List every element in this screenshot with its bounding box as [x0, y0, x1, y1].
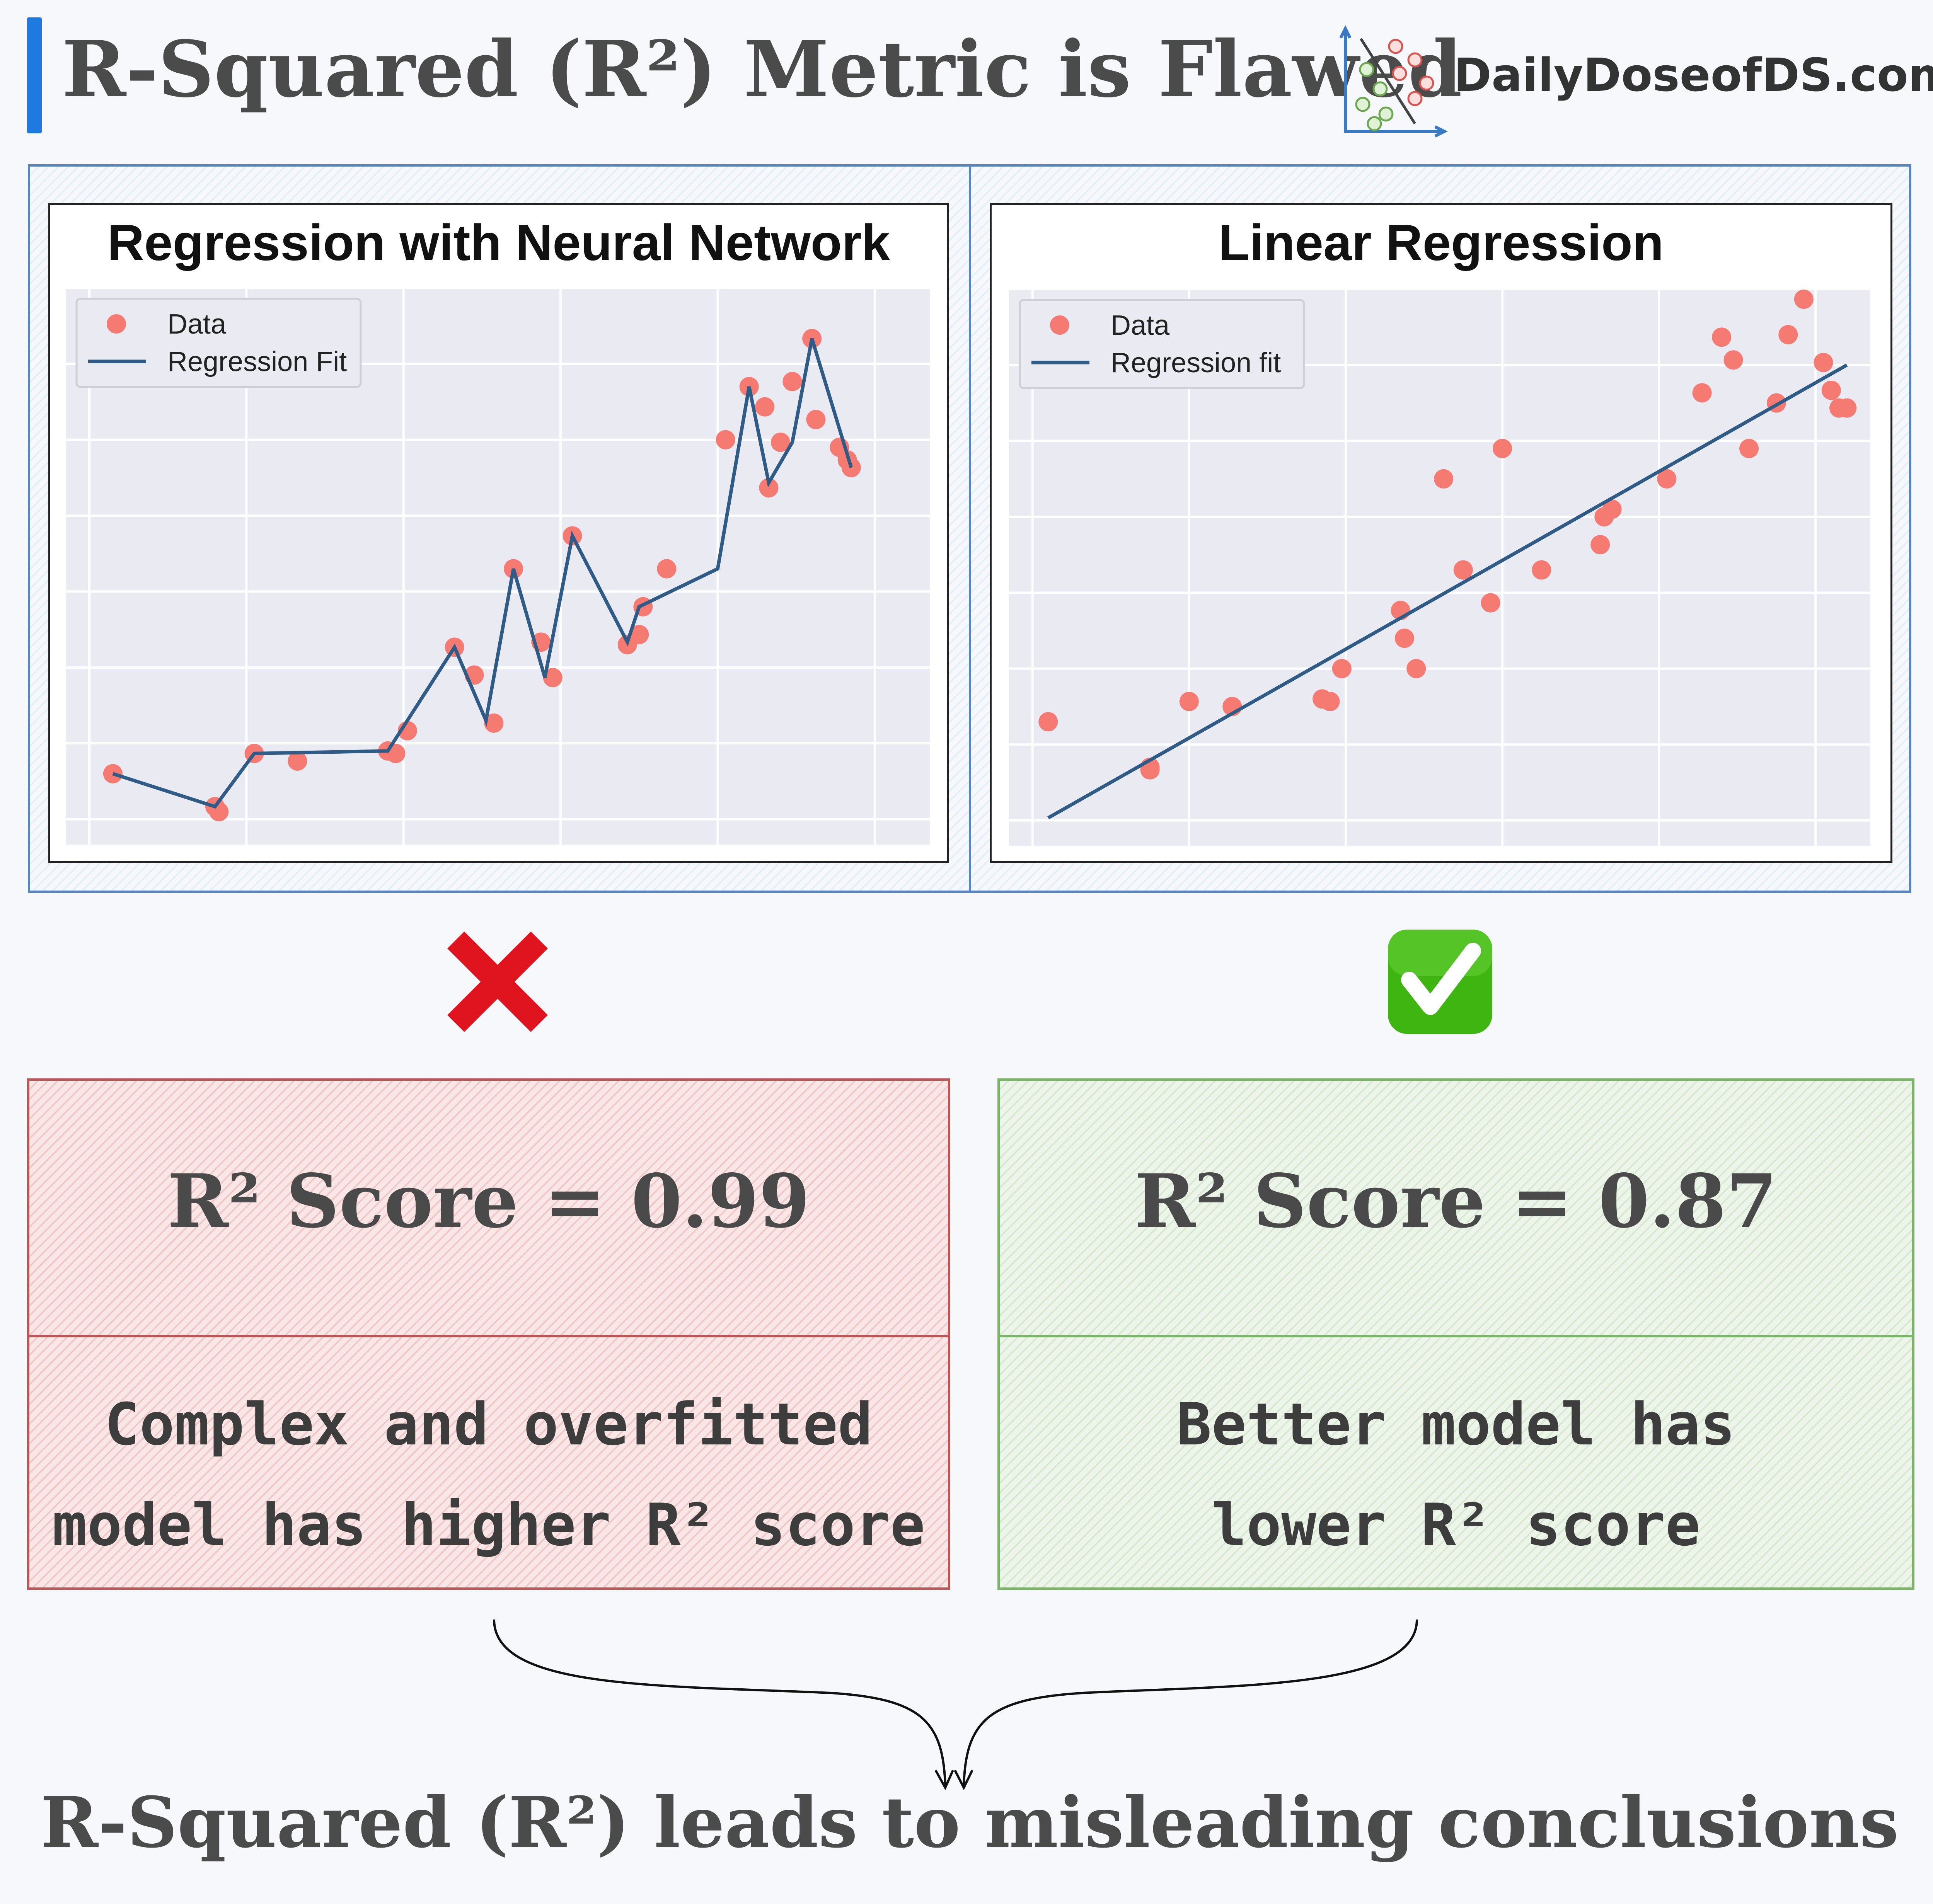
- legend-label-data: Data: [1111, 310, 1170, 341]
- data-point: [1657, 469, 1677, 489]
- brand-logo-icon: [1339, 25, 1448, 138]
- data-point: [1712, 327, 1732, 347]
- legend-box: [1019, 299, 1305, 389]
- score-card-neural-network: R² Score = 0.99 Complex and overfitted m…: [27, 1078, 950, 1590]
- data-point: [1434, 469, 1454, 489]
- regression-fit-line: [1047, 363, 1848, 819]
- data-point: [1590, 535, 1610, 555]
- data-point: [782, 372, 802, 392]
- data-point: [1837, 398, 1857, 418]
- page-title: R-Squared (R²) Metric is Flawed: [62, 24, 1463, 115]
- chart-title: Regression with Neural Network: [107, 214, 890, 271]
- data-point: [288, 751, 307, 771]
- description-line: Better model has: [1176, 1391, 1735, 1458]
- title-accent-bar: [27, 17, 42, 133]
- card-divider: [29, 1335, 948, 1337]
- data-point: [1038, 712, 1058, 732]
- data-point: [1320, 691, 1340, 711]
- data-point: [1821, 380, 1841, 400]
- card-divider: [1000, 1335, 1912, 1337]
- brand[interactable]: DailyDoseofDS.com: [1338, 23, 1933, 139]
- data-point: [1140, 760, 1160, 780]
- data-point: [657, 559, 677, 579]
- chart-legend: Data Regression fit: [1019, 299, 1305, 389]
- description-line: Complex and overfitted: [104, 1391, 873, 1458]
- chart-panel-neural-network: Data Regression Fit Regression with Neura…: [48, 203, 949, 863]
- regression-fit-line: [112, 338, 853, 809]
- description-line: lower R² score: [1211, 1492, 1701, 1559]
- chart-title: Linear Regression: [1218, 214, 1664, 271]
- legend-box: [75, 298, 362, 388]
- charts-frame-divider: [969, 164, 971, 893]
- check-mark-icon: [1388, 930, 1492, 1034]
- data-point: [716, 430, 735, 450]
- score-value: R² Score = 0.99: [167, 1158, 810, 1244]
- legend-marker-data: [1050, 315, 1069, 335]
- legend-label-fit: Regression fit: [1111, 347, 1281, 378]
- chart-panel-linear-regression: Data Regression fit Linear Regression: [990, 203, 1892, 863]
- data-point: [484, 713, 504, 733]
- data-point: [1692, 383, 1712, 403]
- curly-brace-arrows: [493, 1619, 1418, 1790]
- data-point: [1602, 499, 1622, 519]
- score-description: Complex and overfitted model has higher …: [29, 1374, 948, 1575]
- chart-neural-network: Data Regression Fit: [66, 287, 930, 845]
- brand-name: DailyDoseofDS.com: [1454, 48, 1933, 102]
- score-description: Better model has lower R² score: [1000, 1374, 1912, 1575]
- data-point: [1179, 691, 1199, 711]
- data-point: [1794, 290, 1814, 309]
- cross-mark-icon: [447, 932, 548, 1032]
- data-point: [1814, 353, 1833, 372]
- score-value: R² Score = 0.87: [1134, 1158, 1778, 1244]
- data-point: [1532, 560, 1551, 580]
- data-point: [629, 625, 649, 644]
- data-point: [1778, 325, 1798, 344]
- data-point: [759, 478, 779, 498]
- score-card-linear-regression: R² Score = 0.87 Better model has lower R…: [997, 1078, 1914, 1590]
- legend-label-fit: Regression Fit: [167, 346, 347, 377]
- data-point: [755, 397, 775, 417]
- conclusion-text: R-Squared (R²) leads to misleading concl…: [40, 1782, 1899, 1863]
- data-point: [543, 668, 563, 687]
- data-point: [806, 410, 826, 429]
- legend-label-data: Data: [167, 309, 227, 340]
- data-point: [1453, 560, 1473, 580]
- legend-marker-data: [107, 314, 126, 334]
- data-point: [1739, 439, 1759, 458]
- data-point: [1723, 350, 1743, 370]
- description-line: model has higher R² score: [52, 1492, 925, 1559]
- data-point: [1406, 659, 1426, 678]
- data-point: [1493, 439, 1512, 458]
- verdict-marks: [447, 930, 1492, 1034]
- data-point: [770, 433, 790, 452]
- chart-legend: Data Regression Fit: [75, 298, 362, 388]
- data-point: [1481, 593, 1500, 613]
- chart-linear-regression: Data Regression fit: [1009, 288, 1870, 846]
- data-point: [1394, 628, 1414, 648]
- data-point: [1332, 659, 1352, 678]
